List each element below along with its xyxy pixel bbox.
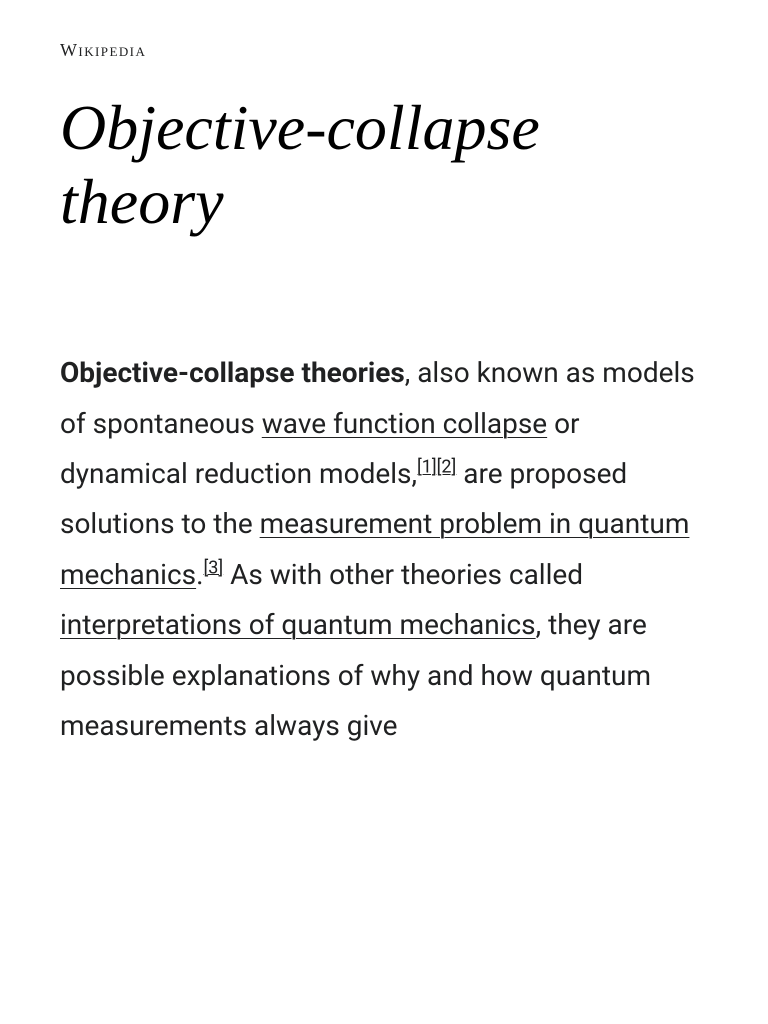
- text-segment: As with other theories called: [223, 558, 583, 591]
- link-interpretations-qm[interactable]: interpretations of quantum mechanics: [60, 608, 536, 641]
- bold-term: Objective-collapse theories: [60, 356, 405, 389]
- intro-paragraph: Objective-collapse theories, also known …: [60, 348, 708, 751]
- link-wave-function-collapse[interactable]: wave function collapse: [262, 407, 547, 440]
- article-body: Objective-collapse theories, also known …: [60, 348, 708, 751]
- reference-2[interactable]: [2]: [437, 457, 457, 478]
- reference-3[interactable]: [3]: [203, 557, 223, 578]
- article-title: Objective-collapse theory: [60, 91, 708, 238]
- site-name: Wikipedia: [60, 40, 708, 61]
- reference-1[interactable]: [1]: [417, 457, 437, 478]
